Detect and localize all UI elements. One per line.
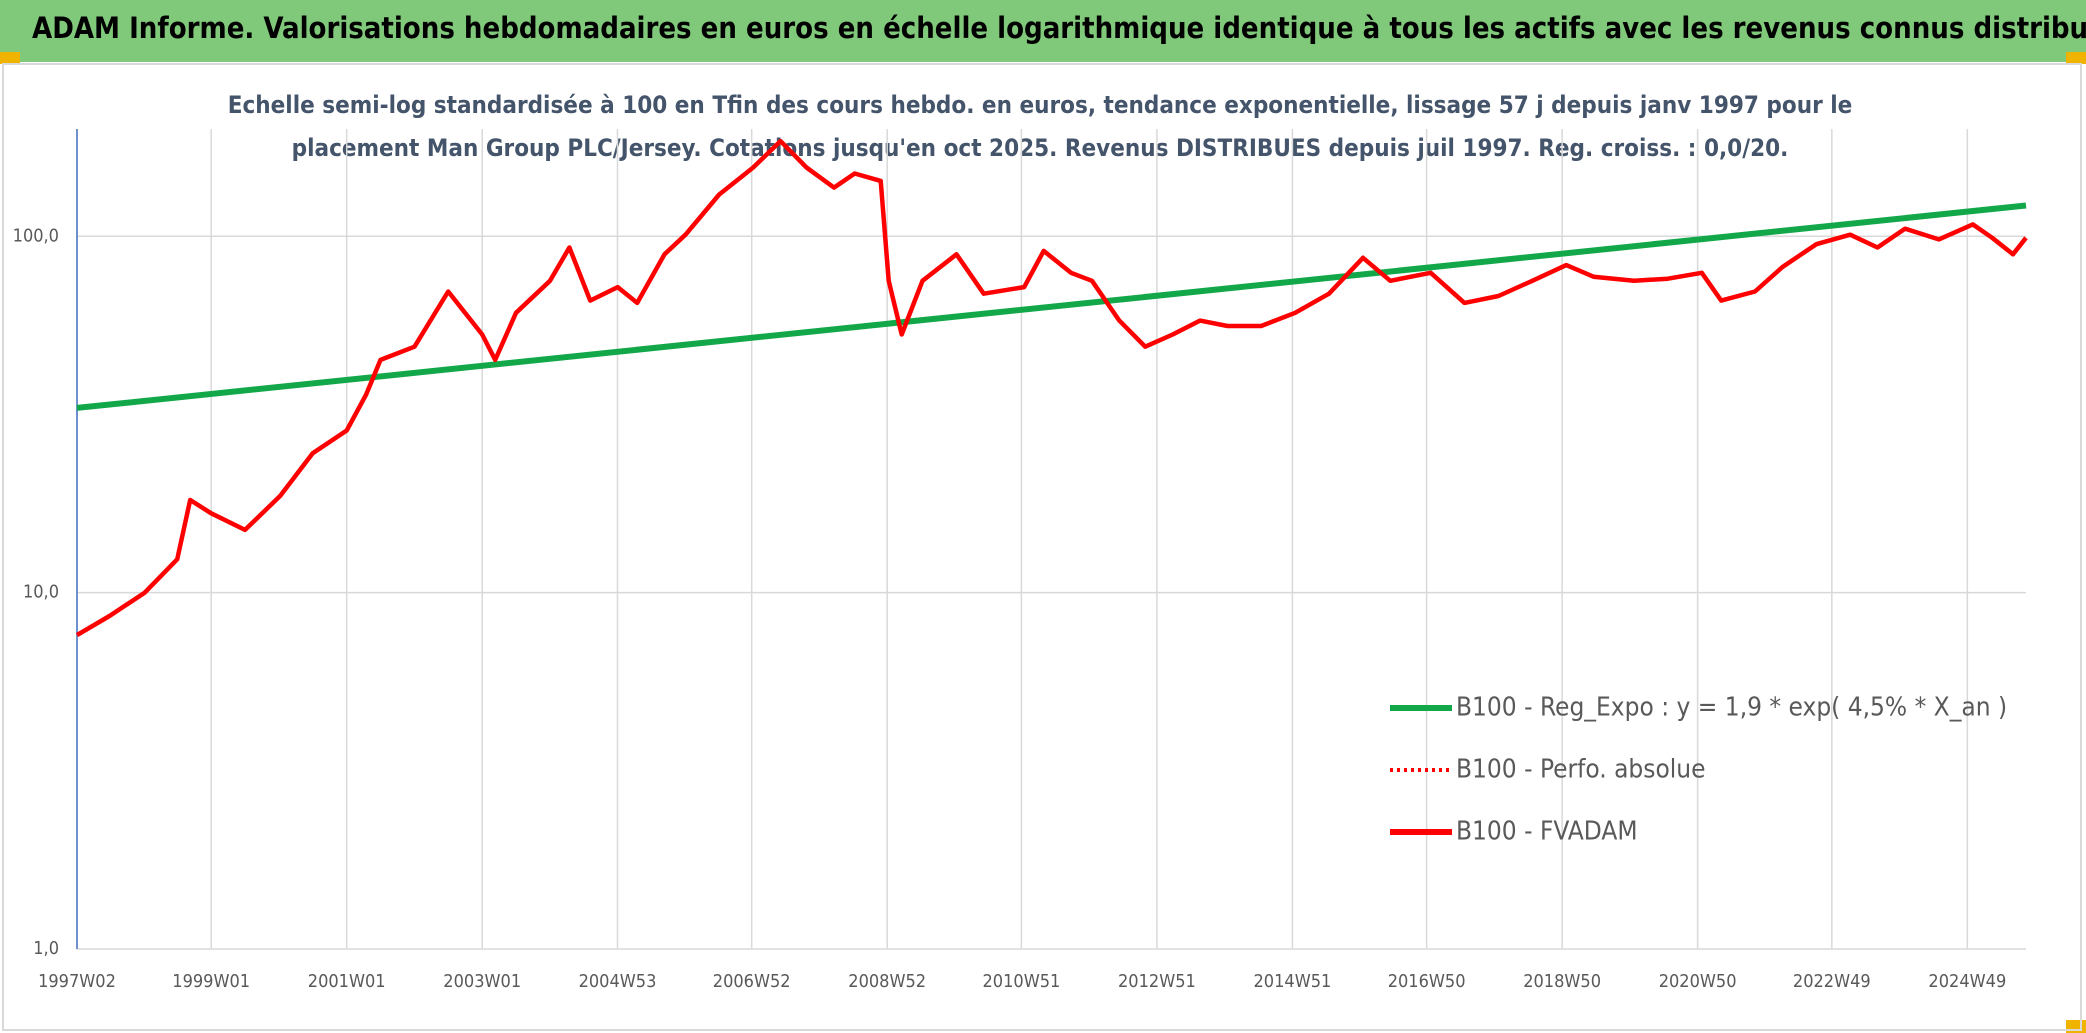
- x-tick-label: 2016W50: [1388, 971, 1466, 992]
- x-tick-label: 2024W49: [1928, 971, 2006, 992]
- legend-label: B100 - Reg_Expo : y = 1,9 * exp( 4,5% * …: [1456, 693, 2007, 723]
- x-tick-label: 2022W49: [1793, 971, 1871, 992]
- subtitle: placement Man Group PLC/Jersey. Cotation…: [292, 134, 1789, 162]
- x-tick-label: 2004W53: [579, 971, 657, 992]
- x-tick-label: 1997W02: [38, 971, 116, 992]
- title-bar: [0, 0, 2086, 62]
- x-tick-label: 2012W51: [1118, 971, 1196, 992]
- chart-title: ADAM Informe. Valorisations hebdomadaire…: [32, 11, 2086, 45]
- x-tick-label: 2001W01: [308, 971, 386, 992]
- legend-label: B100 - Perfo. absolue: [1456, 755, 1706, 785]
- x-tick-label: 2010W51: [982, 971, 1060, 992]
- y-tick-label: 100,0: [13, 225, 59, 246]
- corner: [2066, 1020, 2086, 1033]
- data-line: [75, 138, 2028, 638]
- x-tick-label: 2008W52: [848, 971, 926, 992]
- x-tick-label: 2020W50: [1659, 971, 1737, 992]
- chart-border: [2, 63, 2082, 1031]
- x-tick-label: 2003W01: [443, 971, 521, 992]
- x-tick-label: 2006W52: [713, 971, 791, 992]
- corner: [2066, 52, 2086, 64]
- x-tick-label: 1999W01: [172, 971, 250, 992]
- subtitle: Echelle semi-log standardisée à 100 en T…: [228, 91, 1853, 119]
- data-line: [76, 202, 2027, 411]
- corner: [0, 52, 20, 64]
- y-tick-label: 10,0: [23, 582, 59, 603]
- x-tick-label: 2018W50: [1523, 971, 1601, 992]
- x-tick-label: 2014W51: [1253, 971, 1331, 992]
- y-tick-label: 1,0: [33, 938, 59, 959]
- legend-label: B100 - FVADAM: [1456, 817, 1638, 847]
